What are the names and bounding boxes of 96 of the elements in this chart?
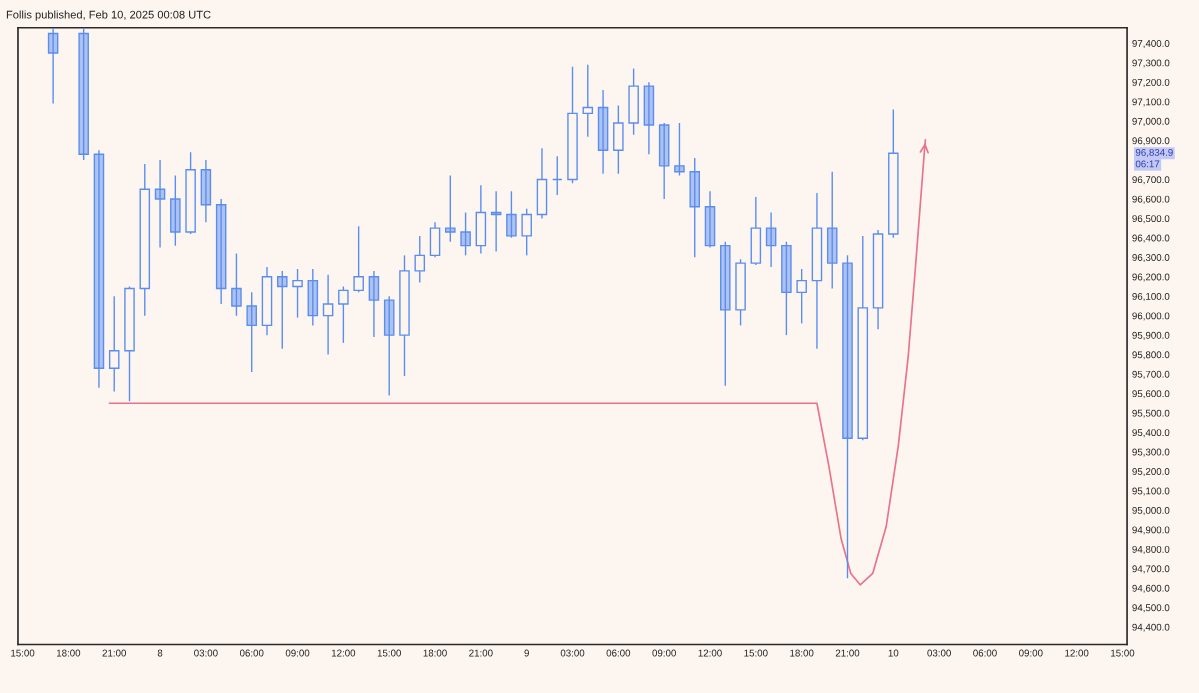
y-tick-label: 95,800.0 [1132,351,1170,360]
y-tick-label: 96,700.0 [1132,176,1170,185]
candlestick [322,274,334,356]
candlestick [445,174,456,243]
candlestick [643,81,655,155]
text: 96,834.9 [1135,148,1173,157]
candlestick [368,270,380,338]
y-tick-label: 95,400.0 [1132,429,1170,438]
y-tick-label: 95,900.0 [1132,331,1170,340]
candlestick [108,295,120,393]
y-tick-label: 94,600.0 [1132,584,1170,593]
x-tick-label: 15:00 [744,649,768,657]
x-tick-label: 09:00 [652,649,676,657]
candlestick [689,157,701,259]
candlestick [414,235,426,284]
x-tick-label: 10 [888,649,899,657]
text: 06:17 [1135,160,1160,168]
y-tick-label: 97,400.0 [1132,40,1170,49]
x-tick-label: 09:00 [1019,649,1043,657]
candlestick [353,225,364,294]
candlestick [720,241,731,387]
x-tick-label: 06:00 [973,649,997,657]
y-tick-label: 95,200.0 [1132,468,1170,477]
y-tick-label: 95,100.0 [1132,487,1170,496]
x-tick-label: 03:00 [194,649,218,657]
candlestick [47,27,59,105]
y-tick-label: 94,700.0 [1132,565,1170,574]
text: Follis published, Feb 10, 2025 00:08 UTC [6,10,211,21]
candlestick [215,198,227,305]
candlestick [658,122,670,200]
candlestick [826,171,838,290]
candlestick [704,190,716,249]
y-tick-label: 96,200.0 [1132,273,1170,282]
x-tick-label: 15:00 [377,649,401,657]
candlestick [765,211,777,268]
x-tick-label: 18:00 [790,649,814,657]
candlestick [582,63,594,138]
candlestick [154,159,166,249]
x-tick-label: 21:00 [102,649,127,657]
x-tick-label: 15:00 [11,649,35,657]
x-tick-label: 8 [157,649,163,657]
y-tick-label: 96,500.0 [1132,215,1170,224]
candlestick [246,291,257,373]
candlestick [460,211,471,257]
candlestick [200,159,212,223]
y-tick-label: 95,300.0 [1132,448,1170,457]
x-tick-label: 18:00 [423,649,447,657]
x-tick-label: 06:00 [239,649,264,657]
candlestick [490,190,502,253]
candlestick [338,285,349,344]
y-tick-label: 96,400.0 [1132,234,1170,243]
y-tick-label: 97,000.0 [1132,117,1170,126]
y-tick-label: 94,500.0 [1132,604,1170,613]
y-tick-label: 96,300.0 [1132,254,1170,263]
y-tick-label: 97,300.0 [1132,59,1170,68]
candlestick [276,270,288,350]
y-tick-label: 94,400.0 [1132,623,1170,632]
x-tick-label: 12:00 [331,649,356,657]
y-tick-label: 97,200.0 [1132,78,1170,87]
candlestick [231,252,242,317]
candlestick [842,254,853,580]
y-tick-label: 94,900.0 [1132,526,1170,535]
candlestick [307,268,319,327]
candlestick [781,241,792,336]
x-tick-label: 9 [524,649,529,657]
x-tick-label: 03:00 [560,649,585,657]
y-tick-label: 97,100.0 [1132,98,1170,107]
candlestick [521,207,532,257]
x-tick-label: 21:00 [469,649,493,657]
x-tick-label: 06:00 [606,649,631,657]
candlestick [292,268,303,319]
candlestick [551,155,563,196]
y-tick-label: 96,900.0 [1132,137,1170,146]
candlestick [597,89,609,175]
y-tick-label: 96,000.0 [1132,312,1170,321]
x-tick-label: 15:00 [1111,649,1135,657]
y-tick-label: 96,100.0 [1132,292,1170,301]
x-tick-label: 09:00 [285,649,310,657]
candlestick [170,174,181,247]
y-tick-label: 96,600.0 [1132,195,1170,204]
y-tick-label: 95,500.0 [1132,409,1170,418]
x-tick-label: 12:00 [698,649,722,657]
x-tick-label: 18:00 [56,649,81,657]
y-tick-label: 95,700.0 [1132,370,1170,379]
candlestick [674,122,685,177]
y-tick-label: 95,000.0 [1132,506,1170,516]
candlestick [78,27,89,161]
y-tick-label: 95,600.0 [1132,390,1170,399]
x-tick-label: 12:00 [1065,649,1089,657]
candlestick [796,268,807,325]
candlestick [383,295,395,397]
x-tick-label: 21:00 [835,649,860,657]
y-tick-label: 94,800.0 [1132,545,1170,554]
candlestick [93,149,105,389]
candlestick [506,190,517,239]
x-tick-label: 03:00 [927,649,951,657]
